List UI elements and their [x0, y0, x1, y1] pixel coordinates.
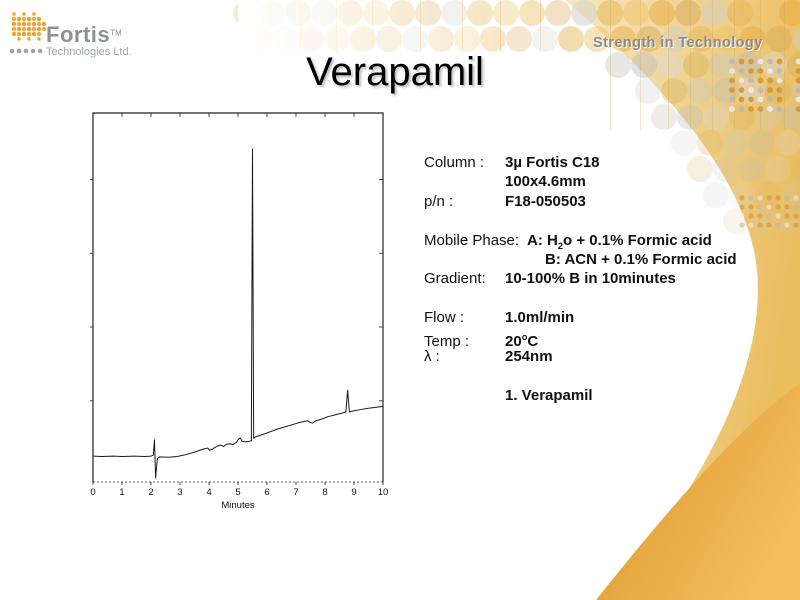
part-number-value: F18-050503: [505, 192, 586, 210]
gold-swoosh-shape: [596, 383, 800, 600]
conditions-panel: Column : 3µ Fortis C18 100x4.6mm p/n : F18…: [424, 153, 737, 405]
page-title: Verapamil: [306, 50, 484, 94]
spacer-row: [424, 289, 737, 308]
mobile-phase-a-row: Mobile Phase: A: H2o + 0.1% Formic acid: [424, 231, 737, 251]
peak-id-row: 1. Verapamil: [424, 386, 737, 405]
dot-grid-pattern: [729, 58, 800, 228]
part-number-label: p/n :: [424, 192, 454, 210]
gradient-label: Gradient:: [424, 270, 486, 288]
column-row: Column : 3µ Fortis C18: [424, 153, 737, 172]
fortis-logo-mark-icon: [9, 12, 47, 54]
axis-ticks: [90, 113, 384, 485]
part-number-row: p/n : F18-050503: [424, 192, 737, 211]
mobile-phase-b-value: B: ACN + 0.1% Formic acid: [545, 250, 737, 268]
plot-frame: [92, 112, 384, 482]
fade-overlay: [238, 0, 498, 56]
x-tick-label: 0: [90, 487, 95, 498]
mobile-phase-b-row: B: ACN + 0.1% Formic acid: [424, 250, 737, 269]
spacer-row: [424, 366, 737, 385]
logo-name: Fortis: [46, 22, 111, 47]
fortis-logo: FortisTM Technologies Ltd.: [8, 8, 138, 73]
mobile-phase-label: Mobile Phase:: [424, 231, 520, 249]
fortis-logo-text: FortisTM Technologies Ltd.: [46, 22, 132, 58]
spacer-row: [424, 211, 737, 230]
gradient-value: 10-100% B in 10minutes: [505, 270, 676, 288]
x-tick-label: 9: [351, 487, 356, 498]
x-tick-label: 5: [235, 487, 240, 498]
temp-value: 20oC: [505, 331, 539, 350]
flow-value: 1.0ml/min: [505, 309, 575, 327]
flow-label: Flow :: [424, 309, 465, 327]
gradient-row: Gradient: 10-100% B in 10minutes: [424, 269, 737, 288]
column-dimensions-row: 100x4.6mm: [424, 172, 737, 191]
chromatogram: 0 1 2 3 4 5 6 7 8 9 10 Minutes: [89, 111, 409, 531]
mobile-phase-a-value: A: H2o + 0.1% Formic acid: [527, 231, 712, 251]
peak-identification: 1. Verapamil: [505, 386, 593, 404]
tagline: Strength in Technology: [593, 35, 763, 51]
chromatogram-trace: [92, 148, 384, 479]
column-label: Column :: [424, 154, 485, 171]
x-tick-label: 6: [264, 487, 269, 498]
column-value: 3µ Fortis C18: [505, 154, 600, 171]
x-tick-label: 2: [148, 487, 153, 498]
wavelength-label: λ :: [424, 347, 440, 365]
x-tick-label: 3: [177, 487, 182, 498]
x-tick-label: 10: [378, 487, 389, 498]
wavelength-value: 254nm: [505, 347, 553, 365]
logo-subtitle: Technologies Ltd.: [46, 46, 132, 58]
temp-row: Temp : 20oC: [424, 328, 737, 350]
wavelength-row: λ : 254nm: [424, 347, 737, 366]
flow-row: Flow : 1.0ml/min: [424, 308, 737, 327]
trademark-symbol: TM: [110, 28, 122, 38]
column-dimensions: 100x4.6mm: [505, 173, 586, 191]
x-tick-label: 8: [322, 487, 327, 498]
x-tick-label: 1: [119, 487, 124, 498]
x-tick-label: 4: [206, 487, 211, 498]
x-tick-label: 7: [293, 487, 298, 498]
x-axis-label: Minutes: [221, 500, 255, 511]
logo-dot-matrix: [9, 12, 47, 54]
temp-label: Temp :: [424, 332, 470, 350]
chromatogram-plot: 0 1 2 3 4 5 6 7 8 9 10 Minutes: [90, 112, 389, 511]
